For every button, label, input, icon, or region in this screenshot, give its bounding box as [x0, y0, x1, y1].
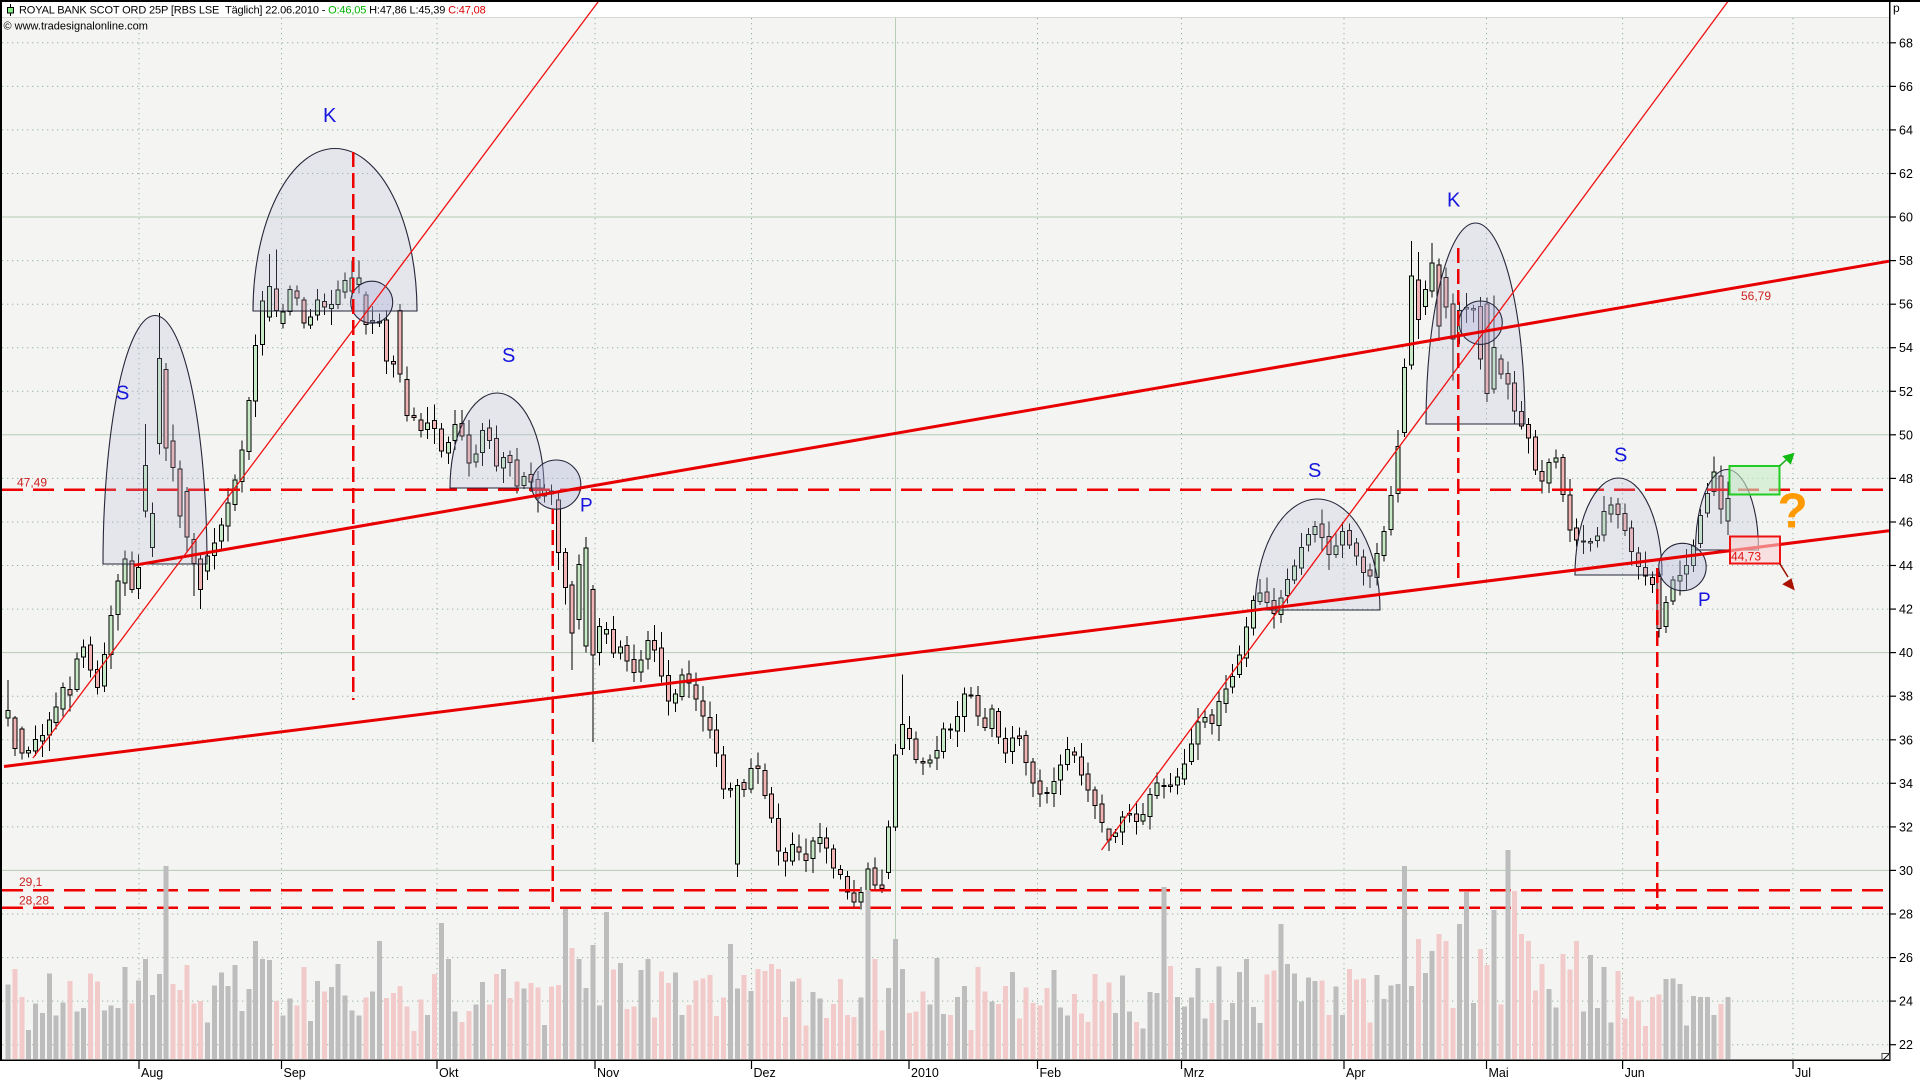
svg-text:28,28: 28,28: [19, 894, 49, 908]
svg-text:36: 36: [1899, 733, 1913, 747]
svg-text:50: 50: [1899, 428, 1913, 442]
svg-text:Nov: Nov: [597, 1066, 620, 1080]
svg-text:62: 62: [1899, 167, 1913, 181]
svg-text:32: 32: [1899, 820, 1913, 834]
svg-text:34: 34: [1899, 777, 1913, 791]
svg-text:60: 60: [1899, 211, 1913, 225]
svg-text:54: 54: [1899, 341, 1913, 355]
svg-text:Jul: Jul: [1795, 1066, 1811, 1080]
svg-text:48: 48: [1899, 472, 1913, 486]
svg-text:P: P: [580, 496, 593, 517]
svg-text:2010: 2010: [911, 1066, 939, 1080]
svg-text:P: P: [1698, 590, 1711, 611]
svg-text:K: K: [1447, 190, 1461, 212]
svg-text:46: 46: [1899, 515, 1913, 529]
svg-text:38: 38: [1899, 690, 1913, 704]
svg-text:Sep: Sep: [284, 1066, 306, 1080]
svg-text:Apr: Apr: [1346, 1066, 1365, 1080]
svg-text:58: 58: [1899, 254, 1913, 268]
svg-text:S: S: [1614, 445, 1627, 467]
svg-text:ROYAL BANK SCOT ORD 25P [RBS L: ROYAL BANK SCOT ORD 25P [RBS LSE Täglich…: [19, 5, 486, 17]
svg-text:44: 44: [1899, 559, 1913, 573]
svg-text:26: 26: [1899, 951, 1913, 965]
svg-text:28: 28: [1899, 908, 1913, 922]
svg-text:Mai: Mai: [1489, 1066, 1509, 1080]
svg-text:S: S: [116, 383, 129, 405]
svg-text:40: 40: [1899, 646, 1913, 660]
svg-text:S: S: [1308, 460, 1321, 482]
svg-text:Okt: Okt: [439, 1066, 459, 1080]
svg-text:© www.tradesignalonline.com: © www.tradesignalonline.com: [4, 21, 148, 33]
svg-text:52: 52: [1899, 385, 1913, 399]
svg-text:Jun: Jun: [1625, 1066, 1645, 1080]
svg-text:64: 64: [1899, 123, 1913, 137]
svg-text:66: 66: [1899, 80, 1913, 94]
svg-text:30: 30: [1899, 864, 1913, 878]
svg-text:p: p: [1893, 1, 1900, 15]
svg-text:S: S: [502, 345, 515, 367]
svg-text:24: 24: [1899, 995, 1913, 1009]
svg-text:68: 68: [1899, 36, 1913, 50]
svg-text:Aug: Aug: [141, 1066, 163, 1080]
svg-text:56,79: 56,79: [1741, 289, 1771, 303]
svg-text:?: ?: [1778, 484, 1808, 539]
svg-text:Mrz: Mrz: [1184, 1066, 1205, 1080]
svg-text:42: 42: [1899, 603, 1913, 617]
svg-text:Dez: Dez: [754, 1066, 776, 1080]
svg-text:22: 22: [1899, 1038, 1913, 1052]
svg-text:29,1: 29,1: [19, 875, 43, 889]
svg-text:Feb: Feb: [1040, 1066, 1062, 1080]
svg-text:56: 56: [1899, 298, 1913, 312]
svg-text:47,49: 47,49: [17, 476, 47, 490]
svg-text:44,73: 44,73: [1731, 550, 1761, 564]
svg-text:K: K: [323, 105, 337, 127]
